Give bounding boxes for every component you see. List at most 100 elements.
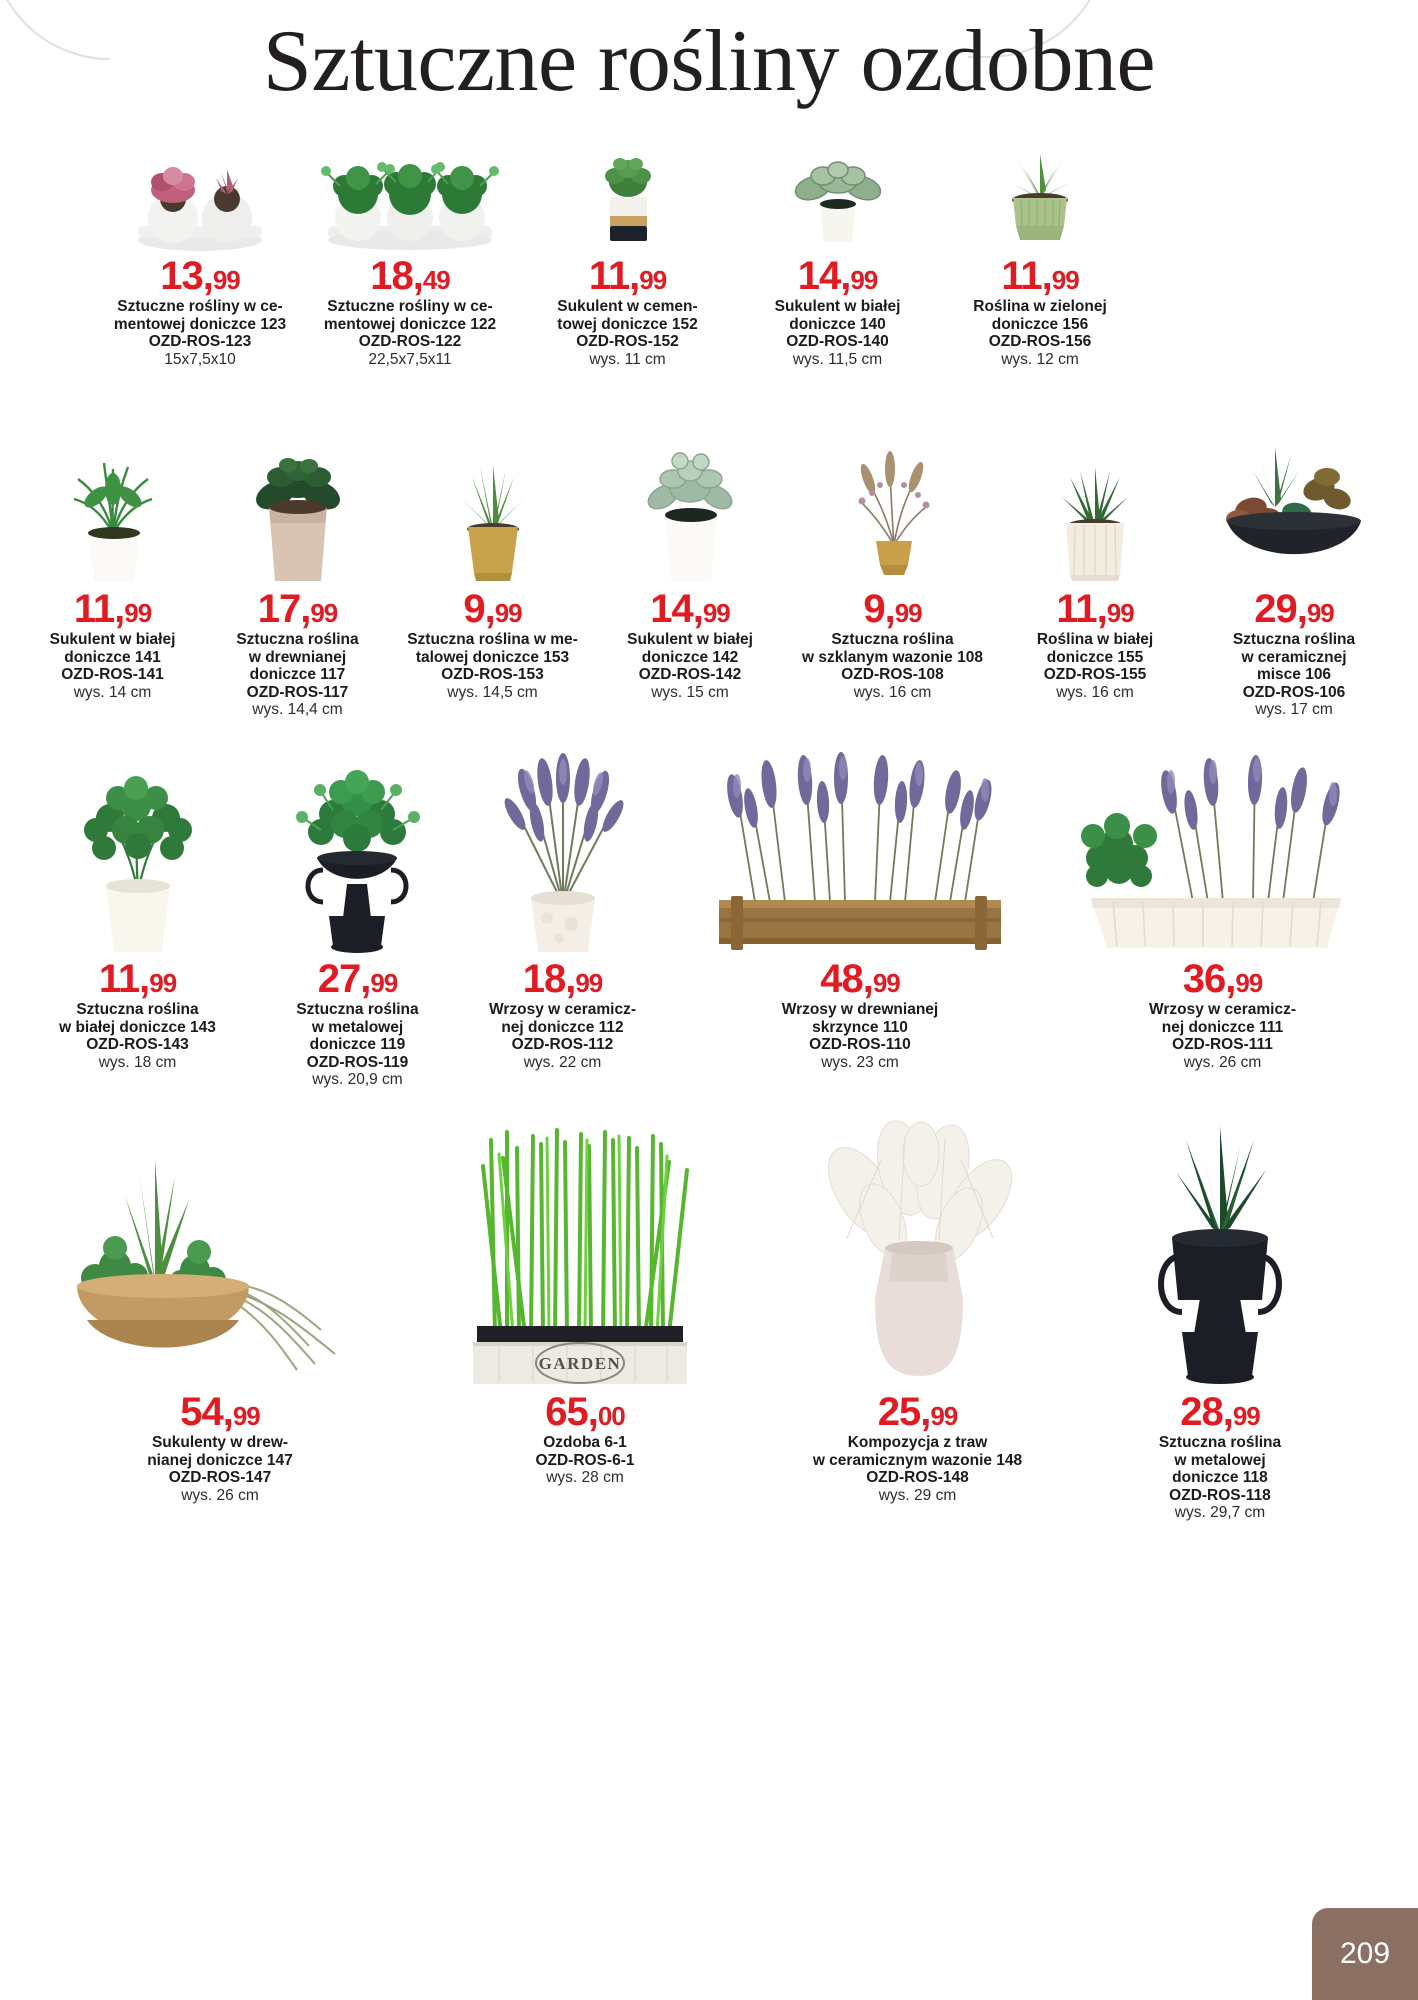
product-image-ozd-ros-110	[665, 750, 1055, 955]
product-description: Sukulent w białej doniczce 140	[774, 298, 901, 333]
product-dimensions: 22,5x7,5x11	[368, 350, 452, 368]
product-card[interactable]: 17,99 Sztuczna roślina w drewnianej doni…	[205, 435, 390, 719]
product-code: OZD-ROS-111	[1172, 1036, 1273, 1053]
price-decimal: 99	[639, 265, 667, 295]
product-dimensions: wys. 18 cm	[98, 1053, 177, 1071]
product-dimensions: 15x7,5x10	[164, 350, 236, 368]
product-image-ozd-ros-148	[750, 1118, 1085, 1388]
price-decimal: 99	[370, 968, 398, 998]
product-price: 36,99	[1183, 959, 1264, 999]
price-separator: ,	[114, 587, 125, 631]
product-price: 18,99	[523, 957, 604, 1001]
price-separator: ,	[202, 254, 214, 298]
product-price: 9,99	[863, 587, 923, 631]
product-dimensions: wys. 14 cm	[73, 683, 152, 701]
product-description: Sztuczna roślina w me- talowej doniczce …	[407, 631, 578, 666]
product-card[interactable]: 11,99 Sztuczna roślina w białej doniczce…	[20, 750, 255, 1089]
product-description: Wrzosy w ceramicz- nej doniczce 111	[1148, 1001, 1297, 1036]
product-card[interactable]: 14,99 Sukulent w białej doniczce 140 OZD…	[735, 140, 940, 369]
price-decimal: 99	[894, 598, 923, 628]
product-card[interactable]: 11,99 Sukulent w białej doniczce 141 OZD…	[20, 435, 205, 719]
product-card[interactable]: 9,99 Sztuczna roślina w szklanym wazonie…	[785, 435, 1000, 719]
product-description: Sukulent w białej doniczce 142	[627, 631, 753, 666]
product-card[interactable]: 18,49 Sztuczne rośliny w ce- mentowej do…	[300, 140, 520, 369]
product-image-ozd-ros-142	[595, 435, 785, 585]
price-separator: ,	[484, 587, 496, 631]
product-price: 11,99	[74, 587, 152, 631]
price-integer: 11	[1056, 587, 1097, 631]
price-integer: 27	[317, 957, 361, 1001]
product-image-ozd-ros-122	[300, 140, 520, 252]
product-dimensions: wys. 12 cm	[1001, 350, 1079, 368]
product-price: 27,99	[317, 957, 399, 1001]
product-row-4: 54,99 Sukulenty w drew- nianej doniczce …	[0, 1118, 1418, 1522]
price-decimal: 99	[1306, 598, 1335, 628]
price-decimal: 99	[232, 1401, 261, 1431]
product-code: OZD-ROS-106	[1242, 683, 1346, 701]
price-integer: 54	[180, 1390, 223, 1434]
product-code: OZD-ROS-142	[638, 666, 742, 683]
product-description: Roślina w zielonej doniczce 156	[973, 298, 1107, 333]
product-code: OZD-ROS-153	[441, 666, 544, 683]
product-image-ozd-ros-111	[1055, 750, 1390, 955]
product-description: Sukulent w białej doniczce 141	[49, 631, 176, 666]
product-code: OZD-ROS-122	[358, 333, 462, 350]
product-image-ozd-ros-123	[100, 140, 300, 252]
price-separator: ,	[1096, 587, 1108, 631]
price-decimal: 99	[149, 968, 177, 998]
page-number: 209	[1339, 1937, 1391, 1970]
product-image-ozd-ros-140	[735, 140, 940, 252]
product-description: Wrzosy w ceramicz- nej doniczce 112	[488, 1001, 637, 1036]
product-dimensions: wys. 11,5 cm	[792, 350, 883, 368]
price-integer: 14	[797, 254, 841, 298]
product-card[interactable]: 11,99 Roślina w białej doniczce 155 OZD-…	[1000, 435, 1190, 719]
product-image-ozd-ros-155	[1000, 435, 1190, 585]
product-dimensions: wys. 26 cm	[181, 1486, 259, 1504]
product-price: 17,99	[257, 587, 339, 631]
price-integer: 11	[588, 254, 630, 298]
product-description: Sztuczna roślina w drewnianej doniczce 1…	[236, 631, 359, 683]
product-description: Roślina w białej doniczce 155	[1036, 631, 1154, 666]
product-price: 14,99	[650, 587, 731, 631]
product-card[interactable]: 28,99 Sztuczna roślina w metalowej donic…	[1085, 1118, 1355, 1522]
product-code: OZD-ROS-123	[148, 333, 252, 350]
product-price: 48,99	[820, 957, 901, 1001]
product-card[interactable]: 13,99 Sztuczne rośliny w ce- mentowej do…	[100, 140, 300, 369]
product-description: Ozdoba 6-1	[543, 1434, 627, 1451]
product-row-3: 11,99 Sztuczna roślina w białej doniczce…	[0, 750, 1418, 1089]
product-card[interactable]: 18,99 Wrzosy w ceramicz- nej doniczce 11…	[460, 750, 665, 1089]
product-card[interactable]: GARDEN 65,00 Ozdoba 6-1 OZD-ROS-6-1 wys.…	[420, 1118, 750, 1522]
price-integer: 17	[257, 587, 301, 631]
product-card[interactable]: 36,99 Wrzosy w ceramicz- nej doniczce 11…	[1055, 750, 1390, 1089]
product-code: OZD-ROS-140	[786, 333, 889, 350]
price-separator: ,	[565, 957, 576, 1001]
price-separator: ,	[884, 587, 896, 631]
price-integer: 9	[863, 587, 885, 631]
product-price: 18,49	[370, 256, 451, 296]
product-code: OZD-ROS-110	[809, 1036, 911, 1053]
product-card[interactable]: 48,99 Wrzosy w drewnianej skrzynce 110 O…	[665, 750, 1055, 1089]
price-decimal: 49	[422, 265, 451, 295]
product-card[interactable]: 29,99 Sztuczna roślina w ceramicznej mis…	[1190, 435, 1398, 719]
price-separator: ,	[1296, 587, 1308, 631]
price-integer: 25	[877, 1390, 921, 1434]
price-separator: ,	[692, 587, 704, 631]
product-card[interactable]: 54,99 Sukulenty w drew- nianej doniczce …	[20, 1118, 420, 1522]
price-integer: 28	[1180, 1390, 1223, 1434]
price-separator: ,	[862, 957, 874, 1001]
price-separator: ,	[1222, 1390, 1234, 1434]
price-decimal: 99	[1051, 265, 1080, 295]
product-code: OZD-ROS-143	[86, 1036, 189, 1053]
product-code: OZD-ROS-141	[61, 666, 164, 683]
product-card[interactable]: 27,99 Sztuczna roślina w metalowej donic…	[255, 750, 460, 1089]
product-card[interactable]: 11,99 Sukulent w cemen- towej doniczce 1…	[520, 140, 735, 369]
product-dimensions: wys. 16 cm	[853, 683, 932, 701]
product-description: Sztuczna roślina w metalowej doniczce 11…	[1158, 1434, 1282, 1486]
product-dimensions: wys. 15 cm	[651, 683, 729, 701]
product-card[interactable]: 11,99 Roślina w zielonej doniczce 156 OZ…	[940, 140, 1140, 369]
product-card[interactable]: 9,99 Sztuczna roślina w me- talowej doni…	[390, 435, 595, 719]
product-card[interactable]: 25,99 Kompozycja z traw w ceramicznym wa…	[750, 1118, 1085, 1522]
product-card[interactable]: 14,99 Sukulent w białej doniczce 142 OZD…	[595, 435, 785, 719]
product-description: Sztuczna roślina w szklanym wazonie 108	[802, 631, 983, 666]
